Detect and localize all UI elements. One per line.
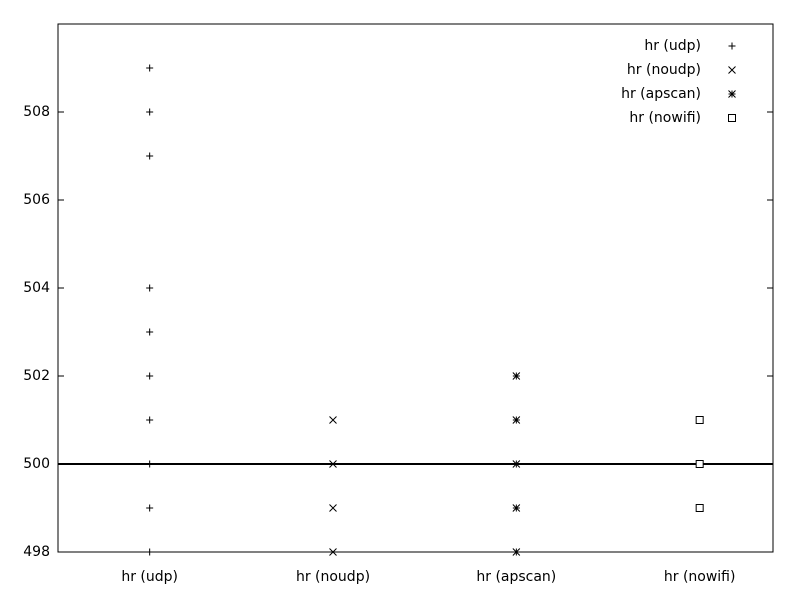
- point: [695, 416, 704, 424]
- point: [512, 416, 521, 424]
- x-tick-label: hr (nowifi): [664, 569, 736, 585]
- x-tick-label: hr (udp): [121, 569, 178, 585]
- point: [146, 108, 154, 116]
- x-tick-label: hr (noudp): [296, 569, 370, 585]
- y-tick-label: 504: [23, 280, 50, 296]
- legend-marker: [728, 42, 736, 50]
- plot-border: [57, 23, 774, 553]
- y-tick-label: 498: [23, 544, 50, 560]
- legend-marker: [728, 114, 736, 122]
- point: [146, 460, 154, 468]
- point: [146, 328, 154, 336]
- point: [512, 548, 521, 556]
- point: [146, 548, 154, 556]
- legend-marker: [728, 66, 736, 74]
- y-tick-label: 506: [23, 192, 50, 208]
- point: [146, 372, 154, 380]
- point: [695, 460, 704, 468]
- point: [146, 152, 154, 160]
- legend-label: hr (noudp): [627, 62, 701, 78]
- point: [146, 64, 154, 72]
- point: [329, 416, 337, 424]
- point: [329, 460, 337, 468]
- x-tick-label: hr (apscan): [476, 569, 556, 585]
- point: [512, 372, 521, 380]
- legend-label: hr (apscan): [621, 86, 701, 102]
- point: [512, 504, 521, 512]
- y-tick-label: 500: [23, 456, 50, 472]
- legend-label: hr (nowifi): [629, 110, 701, 126]
- point: [329, 504, 337, 512]
- point: [146, 416, 154, 424]
- legend-marker: [728, 90, 736, 98]
- point: [146, 284, 154, 292]
- legend-label: hr (udp): [644, 38, 701, 54]
- point: [329, 548, 337, 556]
- point: [146, 504, 154, 512]
- point: [512, 460, 521, 468]
- y-tick-label: 502: [23, 368, 50, 384]
- y-tick-label: 508: [23, 104, 50, 120]
- point: [695, 504, 704, 512]
